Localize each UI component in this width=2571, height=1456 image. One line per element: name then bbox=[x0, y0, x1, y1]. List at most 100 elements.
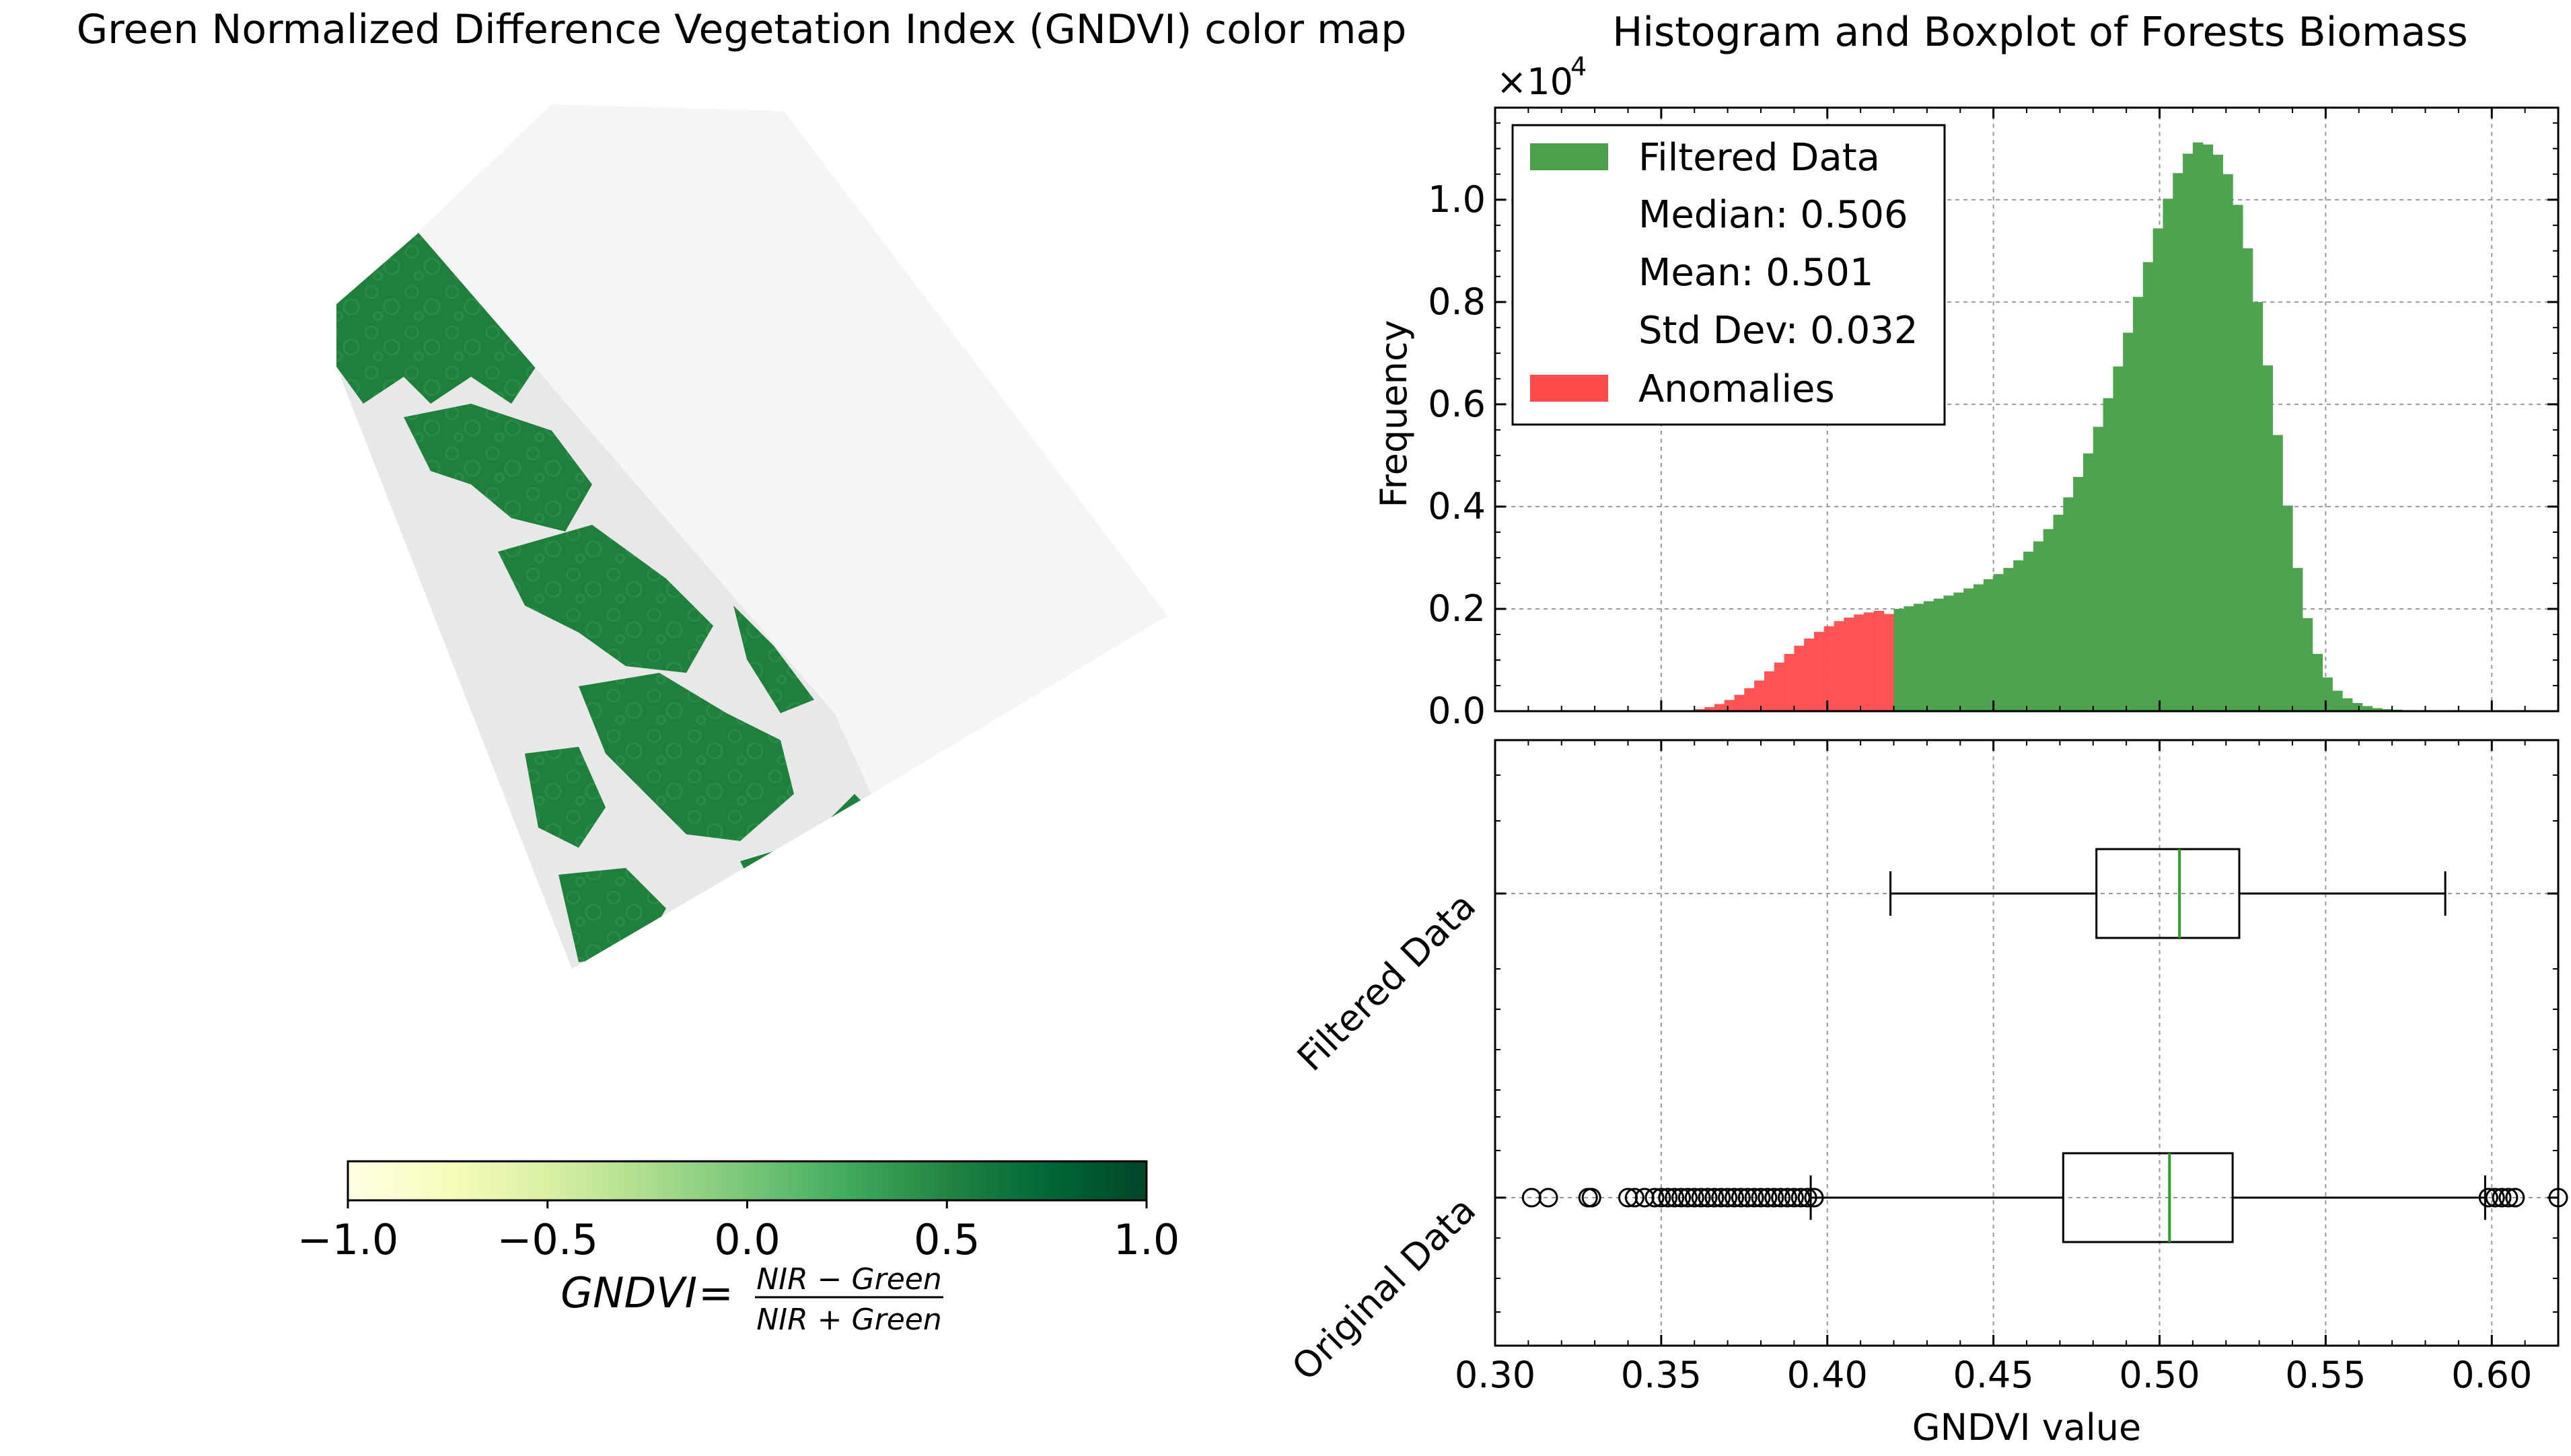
map-title: Green Normalized Difference Vegetation I… bbox=[77, 6, 1407, 53]
vegetation-patch bbox=[404, 404, 592, 532]
x-tick-label: 0.30 bbox=[1455, 1354, 1535, 1396]
anomaly-bar bbox=[1734, 694, 1745, 711]
boxplot-content bbox=[1521, 848, 2568, 1243]
anomaly-bar bbox=[1864, 612, 1875, 711]
filtered-bar bbox=[2183, 153, 2194, 711]
filtered-bar bbox=[2202, 144, 2214, 712]
colorbar-tick-label: 0.0 bbox=[714, 1215, 781, 1264]
filtered-bar bbox=[2302, 618, 2313, 711]
filtered-bar bbox=[2003, 568, 2014, 711]
outlier-point bbox=[1671, 1188, 1691, 1208]
y-tick-label: Original Data bbox=[1284, 1189, 1484, 1389]
outlier-point bbox=[1731, 1188, 1751, 1208]
outlier-point bbox=[1790, 1188, 1811, 1208]
filtered-bar bbox=[1983, 579, 1994, 711]
anomaly-bar bbox=[1774, 662, 1785, 711]
anomaly-bar bbox=[1873, 611, 1885, 711]
y-tick-label: 0.2 bbox=[1428, 587, 1486, 630]
x-tick-label: 0.50 bbox=[2119, 1354, 2200, 1396]
formula-denominator: NIR + Green bbox=[756, 1303, 942, 1337]
filtered-bar bbox=[2023, 551, 2034, 711]
filtered-bar bbox=[1963, 588, 1974, 711]
histogram-legend: Filtered Data Median: 0.506 Mean: 0.501 … bbox=[1511, 124, 1946, 426]
outlier-point bbox=[1677, 1188, 1698, 1208]
outlier-point bbox=[1725, 1188, 1744, 1208]
legend-label-std: Std Dev: 0.032 bbox=[1638, 309, 1918, 353]
filtered-bar bbox=[2382, 708, 2393, 711]
outlier-point bbox=[2498, 1188, 2519, 1208]
y-multiplier-exponent: 4 bbox=[1570, 52, 1587, 81]
filtered-bar bbox=[2312, 653, 2323, 711]
filtered-bar bbox=[2073, 476, 2084, 711]
outlier-point bbox=[1538, 1188, 1558, 1208]
outlier-point bbox=[1651, 1188, 1671, 1208]
vegetation-patch bbox=[336, 233, 538, 404]
outlier-point bbox=[1581, 1188, 1601, 1208]
histogram-ticks: 0.0 0.2 0.4 0.6 0.8 1.0 bbox=[1428, 108, 2559, 732]
vegetation-patch bbox=[733, 606, 814, 713]
formula-equals: = bbox=[698, 1268, 733, 1317]
filtered-bar bbox=[1943, 595, 1954, 711]
filtered-bar bbox=[2013, 560, 2024, 711]
anomaly-bar bbox=[1764, 671, 1775, 711]
filtered-bar bbox=[2063, 497, 2074, 711]
anomaly-bar bbox=[1794, 645, 1805, 711]
outlier-point bbox=[1624, 1188, 1644, 1208]
filtered-bar bbox=[2103, 398, 2113, 711]
filtered-bar bbox=[2372, 708, 2383, 711]
filtered-bar bbox=[1993, 574, 2004, 711]
filtered-bar bbox=[2352, 702, 2363, 711]
filtered-bar bbox=[2033, 541, 2044, 711]
outlier-point bbox=[1665, 1188, 1685, 1208]
filtered-bar bbox=[2192, 142, 2204, 711]
y-tick-label: 0.6 bbox=[1428, 383, 1486, 425]
x-tick-label: 0.35 bbox=[1621, 1354, 1702, 1396]
anomaly-bar bbox=[1784, 653, 1795, 711]
filtered-bar bbox=[2233, 205, 2243, 711]
filtered-bar bbox=[2262, 365, 2273, 711]
y-tick-label: 1.0 bbox=[1428, 178, 1486, 221]
filtered-bar bbox=[2043, 529, 2054, 711]
nodata-region bbox=[417, 104, 1167, 794]
boxplot-axes-frame bbox=[1494, 739, 2560, 1347]
x-tick-label: 0.45 bbox=[1953, 1354, 2034, 1396]
anomaly-bar bbox=[1883, 614, 1895, 711]
boxplot-grid bbox=[1494, 740, 2558, 1346]
gndvi-map-panel: Green Normalized Difference Vegetation I… bbox=[77, 6, 1407, 1337]
colorbar-tick-label: −0.5 bbox=[497, 1215, 598, 1264]
box-iqr bbox=[2095, 848, 2241, 939]
outlier-point bbox=[1711, 1188, 1731, 1208]
x-tick-label: 0.40 bbox=[1787, 1354, 1868, 1396]
filtered-bar bbox=[2242, 248, 2253, 711]
colorbar-bar bbox=[347, 1160, 1148, 1202]
filtered-bar bbox=[2252, 301, 2264, 712]
box-iqr bbox=[2062, 1152, 2234, 1243]
vegetation-patch bbox=[579, 673, 794, 841]
anomaly-bar bbox=[1754, 680, 1765, 711]
anomaly-bar bbox=[1804, 639, 1815, 711]
outlier-point bbox=[2505, 1188, 2525, 1208]
outlier-point bbox=[1644, 1188, 1665, 1208]
filtered-bar bbox=[2173, 173, 2183, 711]
filtered-bar bbox=[2272, 435, 2283, 711]
histogram-ylabel: Frequency bbox=[1373, 320, 1415, 508]
legend-swatch-anomalies bbox=[1530, 375, 1608, 402]
outlier-point bbox=[2492, 1188, 2512, 1208]
outlier-point bbox=[1771, 1188, 1791, 1208]
filtered-bar bbox=[2142, 262, 2154, 712]
legend-label-mean: Mean: 0.501 bbox=[1638, 251, 1874, 295]
outlier-point bbox=[1758, 1188, 1778, 1208]
boxplot-panel: 0.30 0.35 0.40 0.45 0.50 0.55 0.60 Original Dat… bbox=[1284, 739, 2568, 1449]
boxplot-xlabel: GNDVI value bbox=[1912, 1406, 2141, 1449]
filtered-bar bbox=[2322, 677, 2333, 711]
legend-swatch-filtered bbox=[1530, 143, 1608, 170]
boxplot-ticks: 0.30 0.35 0.40 0.45 0.50 0.55 0.60 Original Dat… bbox=[1284, 740, 2559, 1396]
filtered-bar bbox=[2222, 174, 2233, 711]
anomaly-bar bbox=[1714, 704, 1725, 711]
filtered-bar bbox=[1904, 606, 1914, 711]
formula-lhs: GNDVI bbox=[560, 1268, 697, 1317]
y-tick-label: Filtered Data bbox=[1289, 885, 1484, 1079]
filtered-bar bbox=[2362, 706, 2373, 711]
filtered-bar bbox=[2083, 453, 2094, 711]
